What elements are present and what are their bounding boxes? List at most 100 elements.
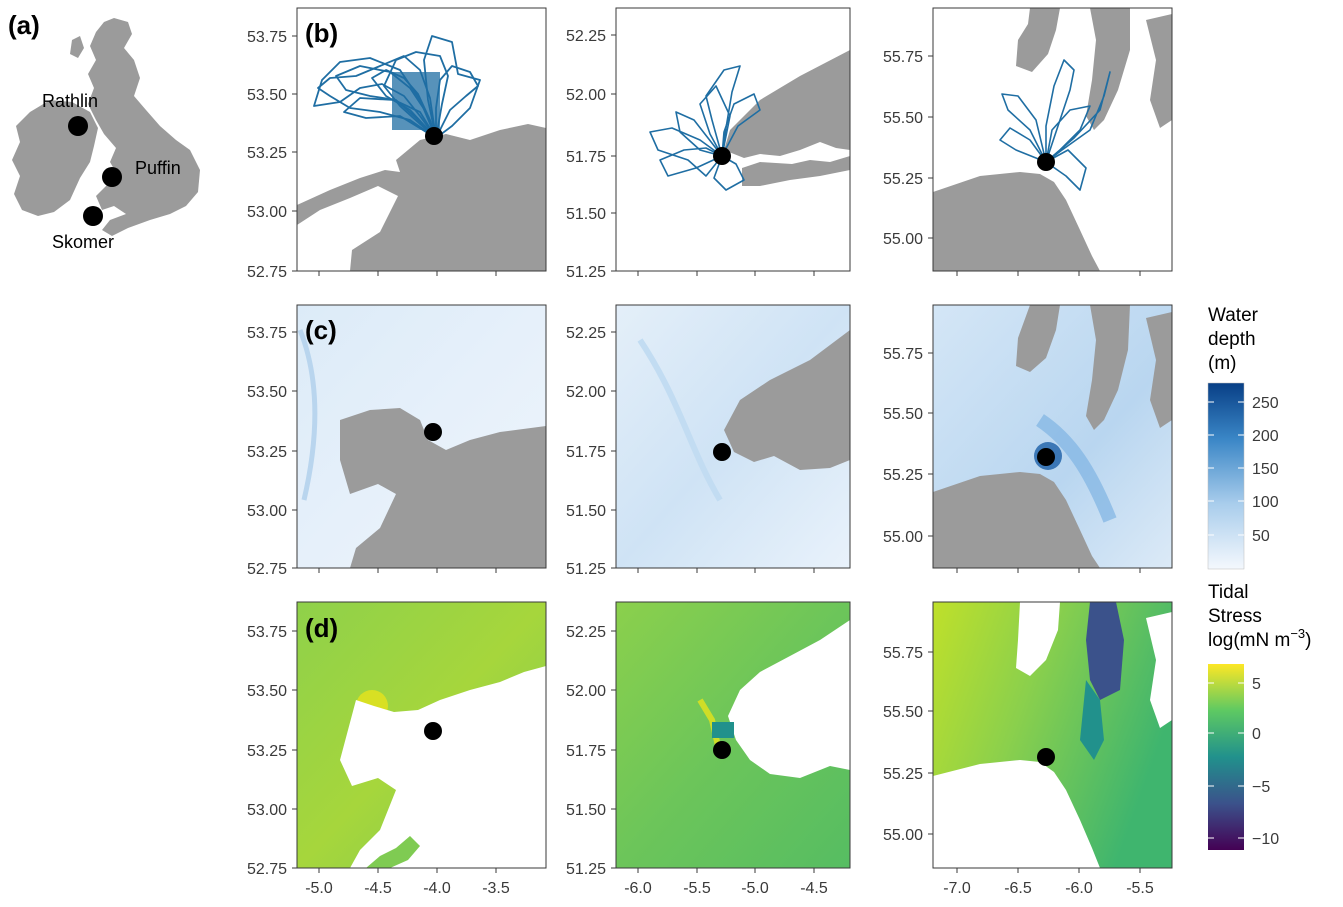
foraging-tracks-b2 (649, 65, 761, 191)
site-label-puffin: Puffin (135, 158, 181, 178)
y-tick: 51.75 (566, 149, 606, 166)
panel-c-col3 (932, 304, 1173, 569)
y-tick: 51.75 (566, 444, 606, 461)
colony-marker-d2 (713, 741, 731, 759)
y-tick: 55.75 (883, 645, 923, 662)
site-marker-rathlin (68, 116, 88, 136)
land-b3 (933, 8, 1172, 271)
stress-colorbar (1208, 664, 1244, 850)
y-tick: 55.50 (883, 704, 923, 721)
y-tick: 53.00 (247, 503, 287, 520)
y-tick: 53.25 (247, 145, 287, 162)
y-tick: 53.25 (247, 444, 287, 461)
depth-tick: 50 (1252, 528, 1270, 545)
y-tick: 55.50 (883, 406, 923, 423)
site-label-rathlin: Rathlin (42, 91, 98, 111)
x-tick: -5.5 (1126, 880, 1154, 897)
panel-c-label: (c) (305, 315, 337, 345)
panel-b-col1: (b) (296, 7, 547, 272)
panel-b-col3 (932, 7, 1173, 272)
colony-marker-c2 (713, 443, 731, 461)
y-tick: 52.25 (566, 325, 606, 342)
y-tick: 51.75 (566, 743, 606, 760)
y-tick: 51.25 (566, 264, 606, 281)
depth-tick: 150 (1252, 461, 1279, 478)
y-tick: 52.75 (247, 264, 287, 281)
y-axis-col1: 53.75 53.50 53.25 53.00 52.75 53.75 53.5… (247, 29, 287, 878)
panel-b-col2 (615, 7, 851, 272)
y-tick: 53.50 (247, 384, 287, 401)
legend-stress-title-line1: Tidal (1208, 582, 1248, 603)
y-tick: 55.50 (883, 110, 923, 127)
depth-tick: 250 (1252, 395, 1279, 412)
y-tick: 52.00 (566, 87, 606, 104)
panel-d-col2 (615, 601, 851, 869)
hebrides-land (70, 36, 84, 58)
legend-water-depth: Water depth (m) 250 200 150 100 50 (1207, 305, 1279, 570)
x-tick: -3.5 (482, 880, 510, 897)
depth-tick: 100 (1252, 494, 1279, 511)
y-tick: 53.25 (247, 743, 287, 760)
y-tick: 52.25 (566, 28, 606, 45)
panel-c-col1: (c) (296, 304, 547, 569)
land-b1 (297, 124, 546, 271)
land-c3 (933, 305, 1172, 568)
y-tick: 53.75 (247, 624, 287, 641)
stress-tick: 5 (1252, 676, 1261, 693)
x-tick: -7.0 (943, 880, 971, 897)
y-tick: 55.25 (883, 171, 923, 188)
x-tick: -6.5 (1004, 880, 1032, 897)
y-axis-col2: 52.25 52.00 51.75 51.50 51.25 52.25 52.0… (566, 28, 606, 878)
y-tick: 55.00 (883, 529, 923, 546)
site-marker-skomer (83, 206, 103, 226)
site-marker-puffin (102, 167, 122, 187)
uk-map (12, 18, 200, 236)
legend-depth-title-line2: depth (1208, 329, 1256, 350)
y-tick: 52.75 (247, 561, 287, 578)
panel-d-col1: (d) (296, 601, 547, 869)
y-tick: 55.75 (883, 49, 923, 66)
y-axis-col3: 55.75 55.50 55.25 55.00 55.75 55.50 55.2… (883, 49, 923, 844)
ireland-land (12, 100, 98, 216)
panel-a: (a) Rathlin Puffin Skomer (8, 10, 200, 252)
y-tick: 53.50 (247, 87, 287, 104)
stress-tick: −10 (1252, 831, 1279, 848)
colony-marker-d3 (1037, 748, 1055, 766)
legend-tidal-stress: Tidal Stress log(mN m−3) 5 0 −5 −10 (1208, 582, 1312, 850)
x-tick: -4.5 (800, 880, 828, 897)
nodata-d1 (340, 666, 546, 868)
colony-marker-b2 (713, 147, 731, 165)
land-c2 (724, 330, 850, 470)
y-tick: 51.25 (566, 561, 606, 578)
y-tick: 51.50 (566, 802, 606, 819)
y-tick: 55.75 (883, 346, 923, 363)
y-tick: 53.00 (247, 204, 287, 221)
colony-marker-b3 (1037, 153, 1055, 171)
foraging-tracks-b3 (999, 59, 1111, 191)
legend-stress-title-line2: Stress (1208, 606, 1262, 627)
y-tick: 52.25 (566, 624, 606, 641)
y-tick: 53.00 (247, 802, 287, 819)
y-tick: 53.75 (247, 29, 287, 46)
legend-depth-title-line1: Water (1208, 305, 1259, 326)
great-britain-land (88, 18, 200, 236)
stress-tick: −5 (1252, 779, 1270, 796)
y-tick: 55.00 (883, 231, 923, 248)
x-tick: -4.0 (423, 880, 451, 897)
x-tick: -6.0 (624, 880, 652, 897)
y-tick: 52.75 (247, 861, 287, 878)
panel-c-col2 (615, 304, 851, 569)
depth-colorbar (1207, 382, 1245, 570)
y-tick: 55.25 (883, 467, 923, 484)
x-tick: -5.5 (683, 880, 711, 897)
colony-marker-c1 (424, 423, 442, 441)
panel-a-label: (a) (8, 10, 40, 40)
panel-b-label: (b) (305, 18, 338, 48)
nodata-d2 (728, 620, 850, 778)
y-tick: 52.00 (566, 384, 606, 401)
x-tick: -5.0 (305, 880, 333, 897)
land-b2 (724, 50, 850, 186)
y-tick: 55.25 (883, 766, 923, 783)
y-tick: 53.75 (247, 325, 287, 342)
axis-ticks (292, 34, 1141, 873)
